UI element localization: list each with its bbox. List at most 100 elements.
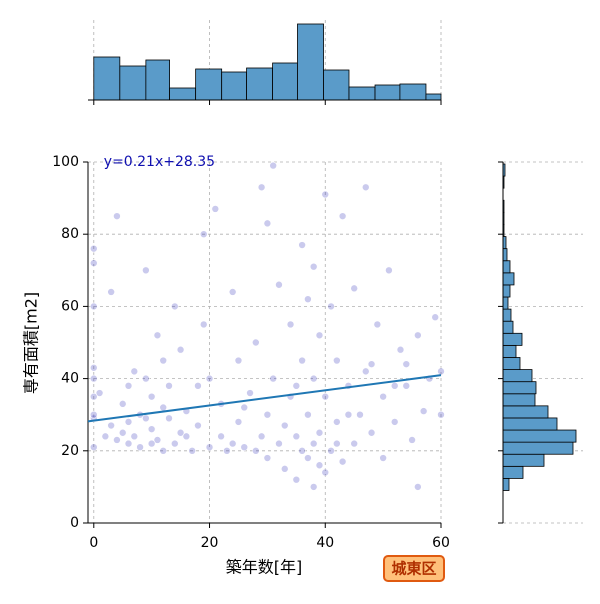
bar xyxy=(502,357,521,370)
bar xyxy=(502,441,574,455)
point xyxy=(304,295,312,303)
point xyxy=(298,356,306,365)
point xyxy=(263,410,272,419)
point xyxy=(379,392,387,401)
point xyxy=(333,439,341,448)
bar xyxy=(502,320,514,334)
point xyxy=(286,320,295,329)
point xyxy=(95,389,104,397)
point xyxy=(361,367,370,376)
point xyxy=(321,190,330,199)
badge: 城東区 xyxy=(391,560,436,578)
point xyxy=(321,468,330,477)
point xyxy=(205,374,214,383)
point xyxy=(118,428,127,437)
badge-box xyxy=(383,555,445,582)
point xyxy=(315,331,324,340)
point xyxy=(223,446,231,455)
point xyxy=(304,454,312,462)
point xyxy=(414,331,422,340)
point xyxy=(269,374,277,383)
point xyxy=(159,356,168,365)
point xyxy=(205,443,214,451)
point xyxy=(327,446,335,455)
bar xyxy=(502,308,512,322)
point xyxy=(298,446,306,455)
point xyxy=(130,432,139,441)
point xyxy=(333,356,341,365)
point xyxy=(292,475,301,484)
bar xyxy=(502,260,511,274)
bar xyxy=(502,429,577,443)
bar xyxy=(502,405,549,419)
point xyxy=(234,418,243,426)
point xyxy=(124,439,133,448)
bar xyxy=(502,417,558,431)
bar xyxy=(502,369,533,383)
x-tick-label: 20 xyxy=(201,535,219,551)
point xyxy=(199,320,208,329)
point xyxy=(124,382,133,390)
point xyxy=(344,410,353,419)
bar xyxy=(119,65,147,101)
point xyxy=(124,418,133,426)
point xyxy=(252,446,260,455)
point xyxy=(309,483,318,491)
bar xyxy=(502,344,517,358)
point xyxy=(107,421,115,430)
point xyxy=(228,439,237,448)
point xyxy=(338,212,347,220)
point xyxy=(234,356,243,365)
bar xyxy=(502,465,524,479)
y-tick-label: 0 xyxy=(70,515,79,531)
bar xyxy=(502,272,515,286)
point xyxy=(246,389,254,397)
y-tick-label: 80 xyxy=(61,226,79,242)
bar xyxy=(502,478,510,491)
point xyxy=(263,454,272,462)
point xyxy=(309,439,318,448)
point xyxy=(315,461,324,470)
point xyxy=(147,425,156,433)
point xyxy=(136,443,144,451)
y-tick-label: 60 xyxy=(61,298,79,314)
point xyxy=(228,288,237,296)
bar xyxy=(502,381,537,395)
point xyxy=(165,414,173,423)
point xyxy=(217,432,225,441)
point xyxy=(269,161,277,170)
bar xyxy=(246,67,274,101)
point xyxy=(89,244,98,253)
x-tick-label: 0 xyxy=(89,535,98,551)
point xyxy=(176,428,185,437)
point xyxy=(309,374,318,383)
point xyxy=(165,382,173,390)
point xyxy=(101,432,110,441)
point xyxy=(188,446,196,455)
bar xyxy=(399,83,427,101)
point xyxy=(153,331,162,340)
point xyxy=(199,230,208,238)
point xyxy=(159,446,168,455)
point xyxy=(321,392,330,401)
point xyxy=(89,259,98,267)
bar xyxy=(502,453,545,467)
fit-line xyxy=(87,374,442,423)
point xyxy=(147,392,156,401)
point xyxy=(107,288,115,296)
point xyxy=(142,266,150,275)
bar xyxy=(502,248,508,262)
point xyxy=(350,439,358,448)
bar xyxy=(272,62,298,101)
bar xyxy=(221,71,247,101)
point xyxy=(280,421,289,430)
point xyxy=(176,345,185,354)
point xyxy=(113,212,121,220)
point xyxy=(89,363,98,372)
fit-label: y=0.21x+28.35 xyxy=(104,154,215,170)
y-tick-label: 40 xyxy=(61,371,79,387)
point xyxy=(275,280,283,289)
point xyxy=(338,457,347,466)
